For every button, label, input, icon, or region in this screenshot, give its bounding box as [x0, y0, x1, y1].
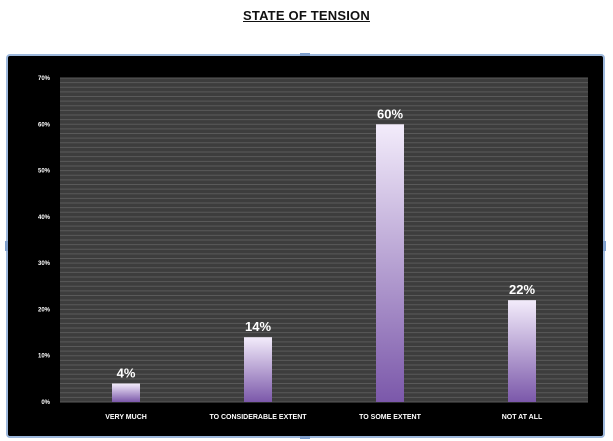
chart-title: STATE OF TENSION: [243, 8, 370, 23]
category-label: TO CONSIDERABLE EXTENT: [209, 414, 307, 421]
bar: [376, 124, 404, 403]
chart-frame: 0% 10% 20% 30% 40% 50% 60% 70% VERY MUCH TO CONS…: [5, 53, 606, 439]
bar: [244, 337, 272, 402]
x-axis-labels: VERY MUCH TO CONSIDERABLE EXTENT TO SOME E…: [105, 414, 543, 421]
y-tick-label: 40%: [38, 215, 51, 221]
y-tick-label: 70%: [38, 76, 51, 82]
category-label: TO SOME EXTENT: [359, 414, 421, 421]
y-tick-label: 20%: [38, 307, 51, 313]
bars: [112, 124, 536, 403]
resize-handle-bottom[interactable]: [300, 436, 310, 439]
category-label: NOT AT ALL: [502, 414, 543, 421]
resize-handle-left[interactable]: [5, 241, 8, 251]
y-tick-label: 30%: [38, 261, 51, 267]
resize-handle-right[interactable]: [603, 241, 606, 251]
bar-chart: 0% 10% 20% 30% 40% 50% 60% 70% VERY MUCH TO CONS…: [38, 76, 588, 421]
y-tick-label: 0%: [41, 400, 50, 406]
bar: [112, 383, 140, 402]
y-tick-label: 50%: [38, 169, 51, 175]
data-labels: 4% 14% 60% 22%: [117, 106, 536, 380]
data-label: 4%: [117, 365, 136, 380]
y-axis-ticks: 0% 10% 20% 30% 40% 50% 60% 70%: [38, 76, 51, 406]
y-tick-label: 60%: [38, 122, 51, 128]
category-label: VERY MUCH: [105, 414, 147, 421]
data-label: 60%: [377, 106, 403, 121]
y-tick-label: 10%: [38, 354, 51, 360]
gridlines: [60, 77, 588, 403]
resize-handle-top[interactable]: [300, 53, 310, 56]
bar: [508, 300, 536, 402]
data-label: 22%: [509, 282, 535, 297]
data-label: 14%: [245, 319, 271, 334]
